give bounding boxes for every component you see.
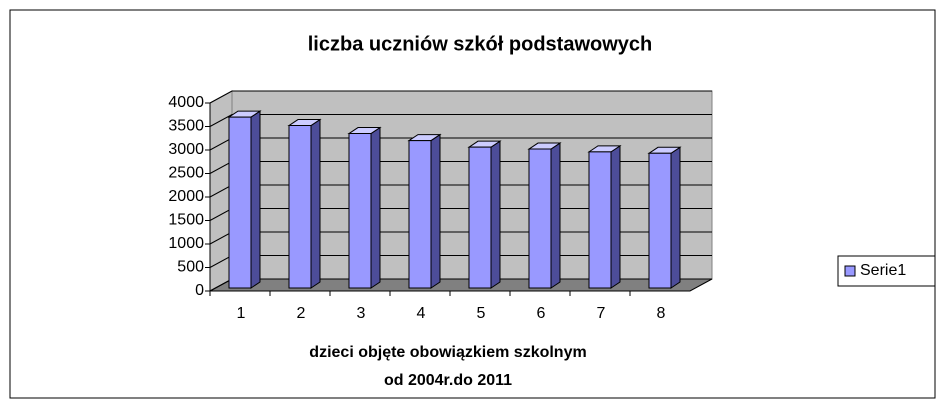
bar <box>227 110 262 289</box>
x-tick-label: 4 <box>417 305 426 322</box>
x-tick-label: 8 <box>657 305 666 322</box>
bar-side <box>490 140 501 289</box>
bar-side <box>670 146 681 289</box>
bar-front <box>408 140 432 289</box>
x-tick-label: 3 <box>357 305 366 322</box>
x-tick-label: 7 <box>597 305 606 322</box>
x-axis-title: od 2004r.do 2011 <box>384 372 512 389</box>
grid-line <box>209 90 712 104</box>
bar-side <box>610 144 621 289</box>
bar-front <box>468 146 492 289</box>
y-tick-label: 1000 <box>168 235 204 252</box>
y-tick-label: 3500 <box>168 118 204 135</box>
bar-front <box>228 116 252 289</box>
bar <box>287 118 322 289</box>
x-axis-title: dzieci objęte obowiązkiem szkolnym <box>309 344 586 361</box>
bar <box>527 142 562 289</box>
legend-swatch <box>844 265 856 277</box>
bar <box>587 144 622 289</box>
bar <box>347 126 382 289</box>
bar-front <box>588 151 612 289</box>
bar-front <box>288 125 312 289</box>
bar <box>647 146 682 289</box>
bar-side <box>430 133 441 289</box>
y-tick-label: 500 <box>177 259 204 276</box>
x-tick-label: 1 <box>237 305 246 322</box>
floor <box>209 278 713 292</box>
bar-front <box>528 148 552 289</box>
legend-label: Serie1 <box>860 262 906 279</box>
y-tick-label: 0 <box>195 282 204 299</box>
y-tick-label: 2500 <box>168 165 204 182</box>
x-tick-label: 6 <box>537 305 546 322</box>
bar-front <box>648 152 672 289</box>
bar-side <box>250 110 261 289</box>
y-tick-label: 4000 <box>168 94 204 111</box>
bar-side <box>310 118 321 289</box>
x-tick-label: 5 <box>477 305 486 322</box>
y-tick-label: 1500 <box>168 212 204 229</box>
y-tick-label: 2000 <box>168 188 204 205</box>
bar <box>407 133 442 289</box>
x-tick-label: 2 <box>297 305 306 322</box>
bar-front <box>348 133 372 289</box>
y-tick-label: 3000 <box>168 141 204 158</box>
bar-side <box>370 126 381 289</box>
chart-title: liczba uczniów szkół podstawowych <box>308 33 653 55</box>
bar-side <box>550 142 561 289</box>
bar <box>467 140 502 289</box>
